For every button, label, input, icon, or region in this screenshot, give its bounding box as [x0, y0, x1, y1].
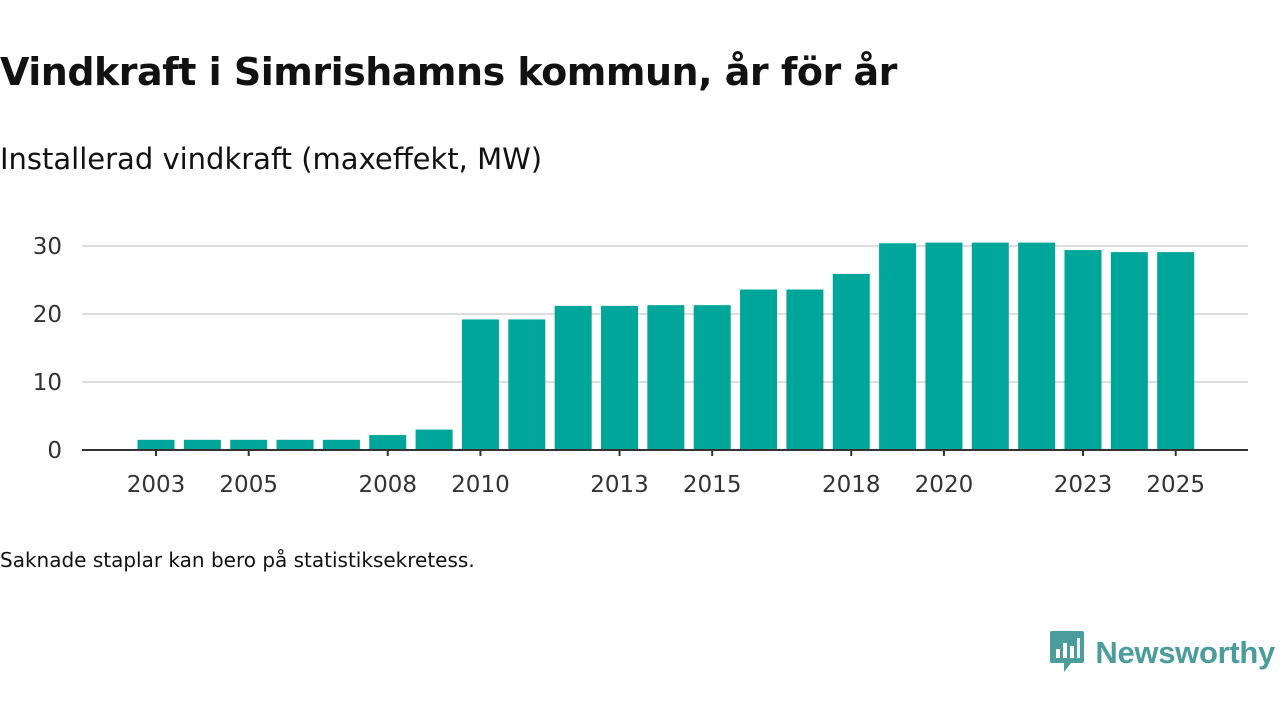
newsworthy-logo-icon	[1050, 631, 1085, 672]
bar-2004	[183, 439, 221, 450]
y-axis-ticks: 0 10 20 30	[33, 234, 62, 464]
bar-2012	[554, 305, 592, 450]
brand-logo: Newsworthy	[1049, 630, 1275, 674]
bar-2018	[832, 273, 870, 450]
bar-2007	[322, 439, 360, 450]
bar-chart: 0 10 20 30 2003 2005 2008 2010 2013 2015 2018 2020…	[33, 234, 1248, 498]
bar-2016	[740, 289, 778, 450]
bar-2017	[786, 289, 824, 450]
bar-2022	[1018, 242, 1056, 450]
y-tick-label: 30	[33, 234, 62, 260]
x-tick-label: 2020	[915, 472, 974, 498]
bar-2025	[1157, 252, 1195, 450]
bar-2010	[461, 319, 499, 450]
bar-2015	[693, 305, 731, 450]
x-tick-label: 2023	[1054, 472, 1113, 498]
x-tick-label: 2003	[127, 472, 186, 498]
brand-name: Newsworthy	[1095, 634, 1275, 670]
bar-2005	[230, 439, 268, 450]
chart-subtitle: Installerad vindkraft (maxeffekt, MW)	[0, 142, 543, 176]
bar-2008	[369, 435, 407, 450]
y-tick-label: 10	[33, 370, 62, 396]
x-tick-label: 2015	[683, 472, 742, 498]
x-tick-label: 2010	[451, 472, 510, 498]
bar-2013	[601, 305, 638, 450]
bar-2009	[415, 429, 453, 450]
bar-2024	[1110, 252, 1148, 450]
x-tick-label: 2013	[590, 472, 649, 498]
x-tick-label: 2018	[822, 472, 881, 498]
x-tick-label: 2005	[219, 472, 278, 498]
y-tick-label: 0	[47, 438, 62, 464]
x-axis-ticks: 2003 2005 2008 2010 2013 2015 2018 2020 2023 2025	[127, 450, 1205, 498]
bar-2003	[137, 439, 175, 450]
y-tick-label: 20	[33, 302, 62, 328]
bar-2020	[925, 242, 963, 450]
x-tick-label: 2025	[1146, 472, 1205, 498]
bar-2006	[276, 439, 314, 450]
x-tick-label: 2008	[358, 472, 417, 498]
bar-2023	[1064, 250, 1102, 450]
bars	[137, 242, 1195, 450]
bar-2019	[879, 243, 917, 450]
chart-title: Vindkraft i Simrishamns kommun, år för å…	[0, 50, 897, 94]
bar-2014	[647, 305, 685, 450]
bar-2021	[971, 242, 1009, 450]
footnote: Saknade staplar kan bero på statistiksek…	[0, 548, 475, 572]
bar-2011	[508, 319, 546, 450]
